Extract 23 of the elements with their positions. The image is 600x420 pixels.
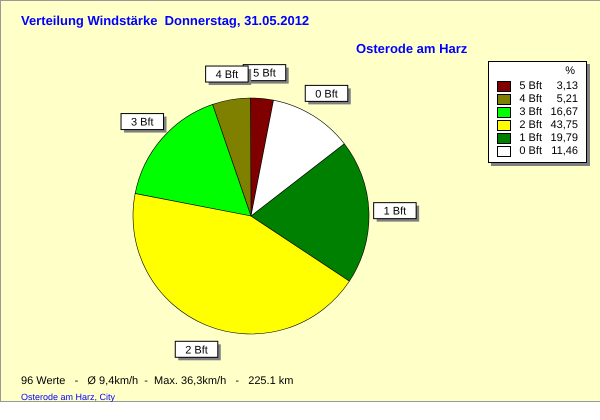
data-label: 19,79: [549, 132, 578, 145]
chart-subtitle: Osterode am Harz: [356, 41, 468, 56]
slice-label: 2 Bft: [185, 344, 208, 356]
data-label: 11,46: [550, 145, 578, 158]
legend-label: 1 Bft: [519, 132, 542, 145]
legend-title: %: [565, 65, 575, 77]
slice-label: 3 Bft: [130, 116, 154, 129]
legend-label: 2 Bft: [519, 119, 542, 132]
slice-label: 1 Bft: [384, 206, 406, 218]
chart-title: Verteilung Windstärke Donnerstag, 31.05.2012: [21, 13, 310, 28]
text: Osterode am Harz, City: [21, 392, 116, 402]
data-label: 43,75: [549, 119, 578, 132]
data-label: 16,67: [549, 106, 578, 119]
slice-label: 0 Bft: [315, 88, 338, 100]
legend-label: 5 Bft: [519, 80, 542, 93]
data-label: 3,13: [556, 80, 578, 93]
slice-label: 4 Bft: [216, 69, 238, 82]
legend-label: 3 Bft: [519, 106, 542, 119]
data-label: 5,21: [556, 93, 578, 106]
slice-label: 5 Bft: [253, 68, 276, 80]
legend-label: 4 Bft: [519, 93, 542, 106]
text: 96 Werte - Ø 9,4km/h - Max. 36,3km/h - 225.1 km: [21, 375, 294, 387]
legend-label: 0 Bft: [519, 145, 542, 158]
